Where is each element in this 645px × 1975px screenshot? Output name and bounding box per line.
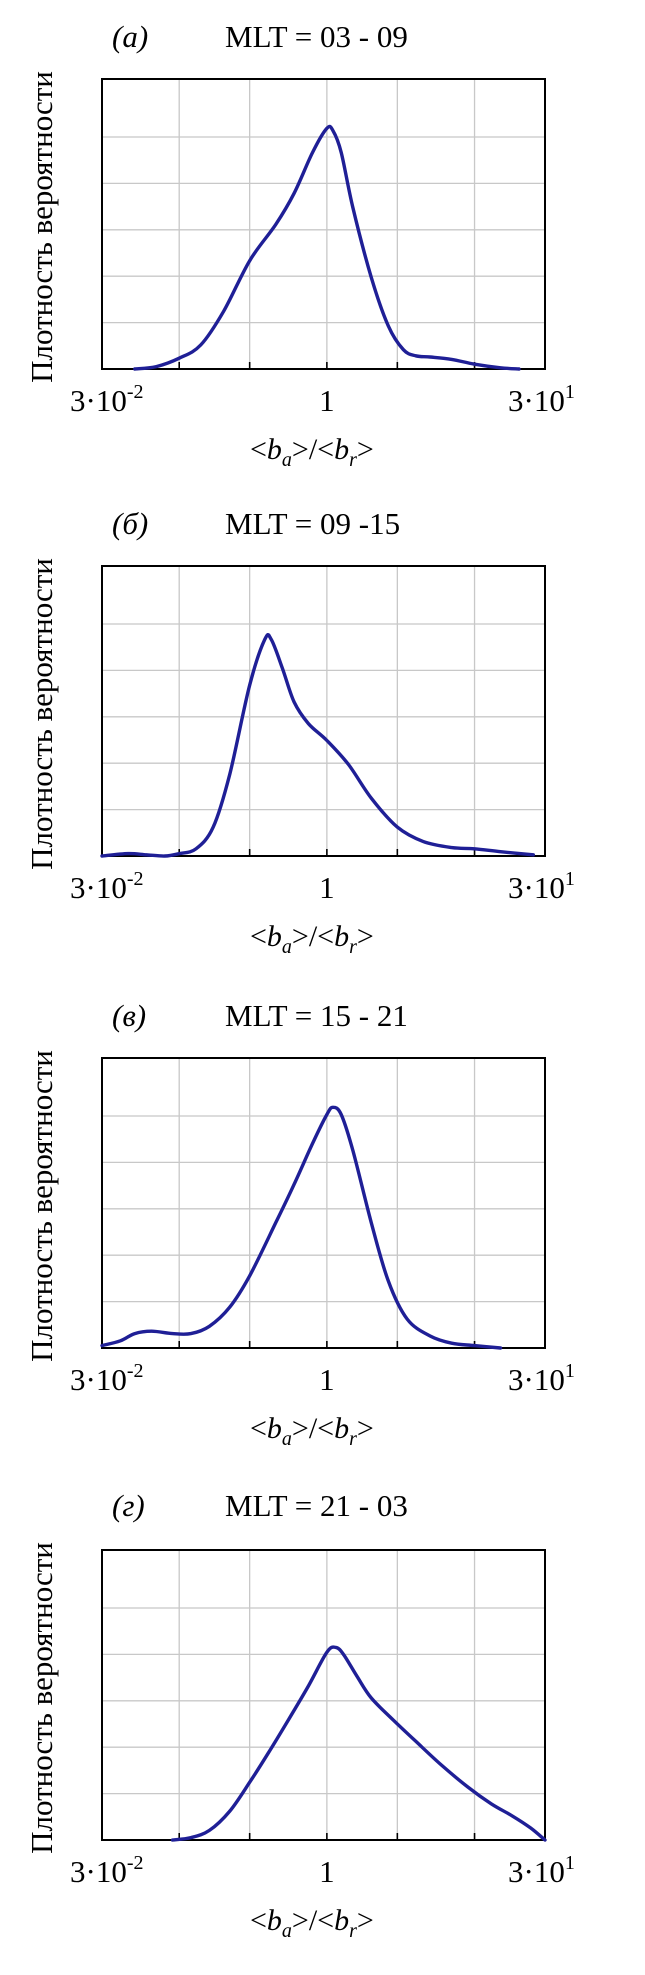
panel-label: (б) xyxy=(112,506,148,541)
x-tick-label: 3·10-2 xyxy=(70,1360,144,1397)
x-tick-label: 1 xyxy=(319,870,335,905)
x-axis-label: <ba>/<br> xyxy=(250,920,374,958)
density-curve xyxy=(100,1105,503,1350)
chart-panel: (г) MLT = 21 - 03 Плотность вероятности 3·1… xyxy=(24,1488,575,1942)
x-axis-label: <ba>/<br> xyxy=(250,1412,374,1450)
chart-title: MLT = 09 -15 xyxy=(225,506,400,541)
chart-title: MLT = 03 - 09 xyxy=(225,19,408,54)
chart-title: MLT = 21 - 03 xyxy=(225,1488,408,1523)
x-tick-label: 3·101 xyxy=(508,868,575,905)
x-tick-label: 3·101 xyxy=(508,1852,575,1889)
density-curve xyxy=(133,124,521,371)
chart-panel: (б) MLT = 09 -15 Плотность вероятности 3·10… xyxy=(24,506,575,958)
plot-frame xyxy=(101,1057,546,1349)
plot-frame xyxy=(101,565,546,857)
x-tick-label: 3·10-2 xyxy=(70,381,144,418)
x-tick-label: 3·101 xyxy=(508,381,575,418)
x-tick-label: 3·10-2 xyxy=(70,1852,144,1889)
x-axis-label: <ba>/<br> xyxy=(250,1904,374,1942)
plot-frame xyxy=(101,78,546,370)
x-tick-label: 3·101 xyxy=(508,1360,575,1397)
panel-label: (г) xyxy=(112,1488,145,1523)
x-tick-label: 1 xyxy=(319,1362,335,1397)
x-tick-label: 1 xyxy=(319,1854,335,1889)
x-tick-label: 3·10-2 xyxy=(70,868,144,905)
panel-label: (а) xyxy=(112,19,148,54)
x-axis-label: <ba>/<br> xyxy=(250,433,374,471)
plot-frame xyxy=(101,1549,546,1841)
chart-title: MLT = 15 - 21 xyxy=(225,998,408,1033)
y-axis-label: Плотность вероятности xyxy=(24,1050,59,1362)
panel-label: (в) xyxy=(112,998,146,1033)
y-axis-label: Плотность вероятности xyxy=(24,71,59,383)
x-tick-label: 1 xyxy=(319,383,335,418)
density-curve xyxy=(170,1645,547,1842)
y-axis-label: Плотность вероятности xyxy=(24,1542,59,1854)
density-curve xyxy=(100,633,535,858)
y-axis-label: Плотность вероятности xyxy=(24,558,59,870)
chart-panel: (а) MLT = 03 - 09 Плотность вероятности 3·1… xyxy=(24,19,575,471)
chart-panel: (в) MLT = 15 - 21 Плотность вероятности 3·1… xyxy=(24,998,575,1450)
